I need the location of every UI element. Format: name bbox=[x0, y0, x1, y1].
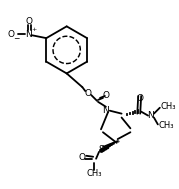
Text: O: O bbox=[25, 17, 32, 26]
Text: O: O bbox=[102, 91, 109, 101]
Text: O: O bbox=[85, 88, 92, 98]
Text: +: + bbox=[31, 27, 36, 32]
Text: CH₃: CH₃ bbox=[159, 121, 174, 130]
Text: CH₃: CH₃ bbox=[86, 169, 102, 178]
Text: N: N bbox=[103, 106, 109, 115]
Text: −: − bbox=[13, 34, 19, 43]
Text: CH₃: CH₃ bbox=[161, 102, 176, 111]
Text: N: N bbox=[25, 30, 32, 39]
Text: S: S bbox=[98, 145, 104, 154]
Text: O: O bbox=[137, 94, 144, 103]
Text: N: N bbox=[148, 111, 154, 120]
Text: O: O bbox=[79, 153, 86, 162]
Text: O: O bbox=[8, 30, 15, 39]
